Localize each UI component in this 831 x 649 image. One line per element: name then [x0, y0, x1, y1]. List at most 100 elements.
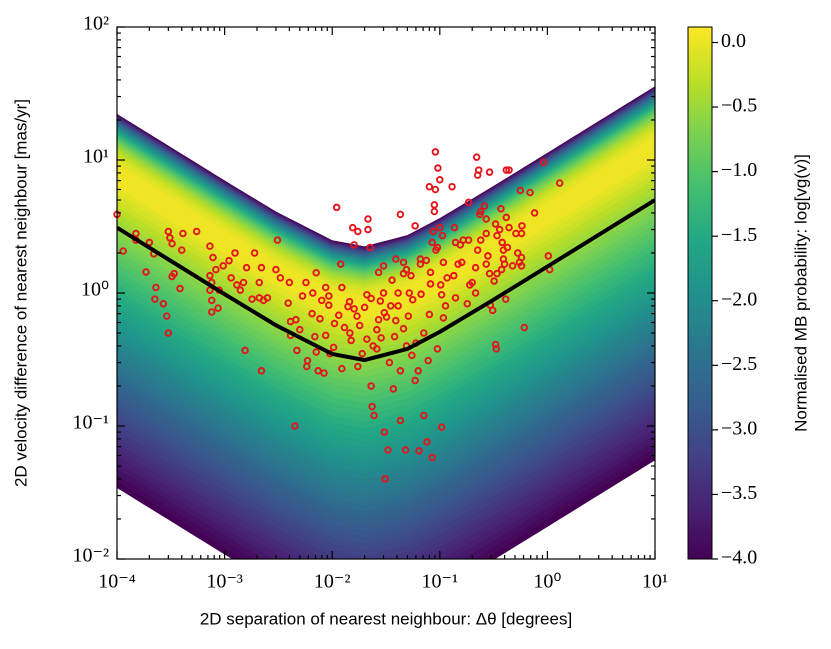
scatter-point: [428, 453, 436, 462]
scatter-point: [285, 278, 294, 287]
scatter-point: [385, 358, 394, 367]
scatter-point: [159, 300, 168, 308]
scatter-point: [450, 223, 459, 232]
scatter-point: [380, 428, 389, 436]
scatter-point: [363, 335, 371, 343]
scatter-point: [336, 260, 345, 268]
scatter-point: [192, 227, 201, 236]
density-background: [117, 86, 655, 559]
scatter-point: [493, 231, 501, 240]
scatter-point: [164, 329, 173, 337]
scatter-point: [488, 306, 497, 315]
scatter-point: [492, 345, 501, 353]
scatter-point: [330, 319, 339, 328]
colorbar: [687, 26, 713, 560]
scatter-point: [355, 321, 364, 330]
scatter-point: [448, 182, 456, 191]
scatter-point: [284, 299, 292, 307]
scatter-point: [430, 201, 439, 209]
scatter-point: [436, 281, 445, 289]
scatter-point: [316, 315, 324, 323]
scatter-point: [370, 411, 378, 420]
x-tick-label: 10⁻¹: [422, 571, 459, 593]
scatter-point: [348, 223, 357, 232]
scatter-point: [402, 265, 411, 274]
density-band: [117, 128, 655, 333]
scatter-point: [347, 336, 355, 345]
scatter-point: [502, 166, 511, 174]
scatter-point: [166, 234, 174, 242]
scatter-point: [206, 242, 214, 250]
scatter-point: [491, 220, 500, 228]
scatter-point: [415, 447, 423, 455]
colorbar-tick-label: −2.5: [721, 353, 757, 375]
y-axis-label: 2D velocity difference of nearest neighb…: [11, 99, 30, 487]
scatter-point: [276, 274, 285, 282]
scatter-point: [302, 278, 310, 287]
scatter-point: [354, 227, 362, 236]
scatter-point: [298, 292, 307, 300]
scatter-point: [312, 268, 320, 277]
scatter-point: [539, 158, 548, 167]
scatter-point: [490, 277, 498, 285]
scatter-point: [441, 302, 450, 310]
scatter-point: [360, 303, 369, 312]
scatter-point: [318, 296, 326, 305]
scatter-point: [390, 332, 399, 341]
scatter-point: [358, 349, 366, 358]
scatter-point: [434, 164, 442, 172]
scatter-point: [164, 227, 173, 236]
scatter-point: [309, 289, 317, 297]
scatter-point: [241, 346, 249, 355]
scatter-point: [379, 289, 388, 297]
scatter-point: [346, 329, 354, 337]
scatter-point: [399, 324, 408, 333]
scatter-point: [491, 340, 500, 349]
scatter-point: [502, 213, 511, 222]
scatter-point: [431, 148, 440, 156]
scatter-point: [555, 179, 564, 187]
scatter-point: [505, 166, 513, 174]
scatter-point: [482, 260, 490, 268]
scatter-point: [420, 329, 428, 337]
scatter-point: [350, 241, 358, 249]
scatter-point: [517, 262, 526, 270]
scatter-point: [493, 269, 501, 278]
scatter-point: [518, 222, 526, 230]
scatter-point: [451, 294, 460, 302]
scatter-point: [381, 475, 389, 483]
scatter-point: [368, 402, 376, 411]
scatter-point: [272, 265, 280, 274]
scatter-point: [503, 243, 512, 252]
scatter-point: [334, 311, 343, 320]
scatter-point: [396, 416, 405, 425]
scatter-point: [420, 411, 428, 420]
scatter-point: [373, 345, 381, 353]
x-tick-label: 10⁻³: [206, 571, 243, 593]
density-band: [117, 123, 655, 346]
scatter-point: [417, 290, 425, 298]
scatter-point: [458, 258, 466, 267]
scatter-point: [367, 382, 375, 390]
scatter-point: [407, 271, 415, 280]
scatter-point: [214, 304, 222, 312]
scatter-point: [480, 202, 489, 210]
scatter-point: [308, 309, 316, 318]
scatter-point: [414, 367, 422, 375]
x-axis-label: 2D separation of nearest neighbour: Δθ […: [200, 609, 572, 628]
scatter-point: [206, 271, 214, 280]
scatter-point: [411, 222, 419, 230]
scatter-point: [363, 291, 371, 299]
scatter-point: [437, 423, 446, 431]
scatter-point: [263, 294, 272, 302]
scatter-point: [436, 223, 444, 232]
scatter-point: [396, 367, 405, 375]
scatter-point: [471, 289, 480, 297]
scatter-point: [450, 271, 458, 280]
scatter-point: [227, 274, 235, 282]
scatter-point: [311, 332, 319, 341]
scatter-point: [411, 376, 419, 385]
y-tick-label: 10¹: [83, 146, 109, 168]
scatter-point: [384, 446, 392, 454]
